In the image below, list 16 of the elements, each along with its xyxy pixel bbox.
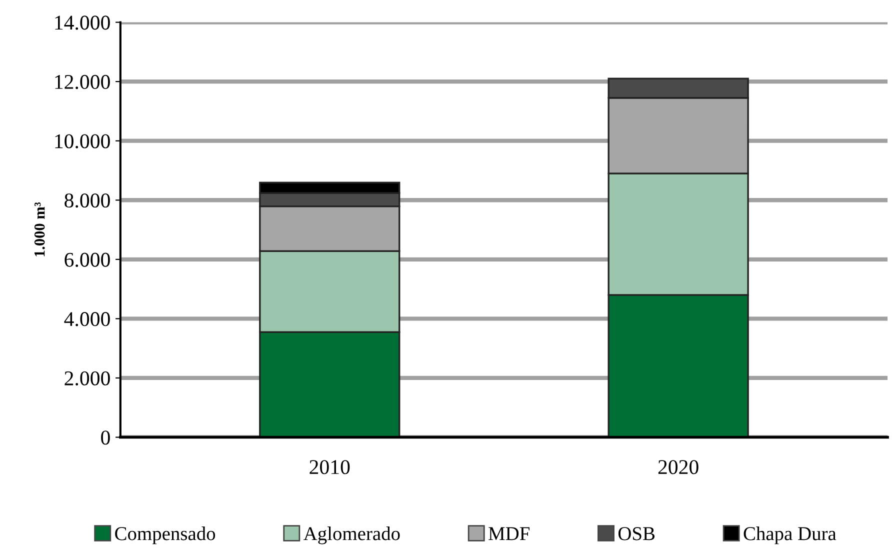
y-tick-label: 10.000	[55, 134, 110, 148]
legend-label: Aglomerado	[304, 526, 400, 544]
legend-label: OSB	[618, 527, 655, 540]
y-tick-label: 0	[101, 430, 110, 445]
x-tick-label: 2020	[658, 460, 698, 474]
legend-label: Compensado	[115, 526, 216, 544]
y-axis-title: 1.000 m³	[34, 202, 45, 256]
x-tick-label: 2010	[310, 460, 350, 474]
legend-label: MDF	[488, 527, 530, 540]
y-tick-label: 8.000	[64, 193, 110, 208]
y-tick-label: 6.000	[64, 252, 110, 267]
legend-label: Chapa Dura	[744, 526, 836, 544]
y-tick-label: 4.000	[64, 312, 110, 326]
y-tick-label: 2.000	[64, 371, 110, 386]
y-tick-label: 14.000	[55, 16, 110, 30]
y-tick-label: 12.000	[55, 74, 110, 90]
